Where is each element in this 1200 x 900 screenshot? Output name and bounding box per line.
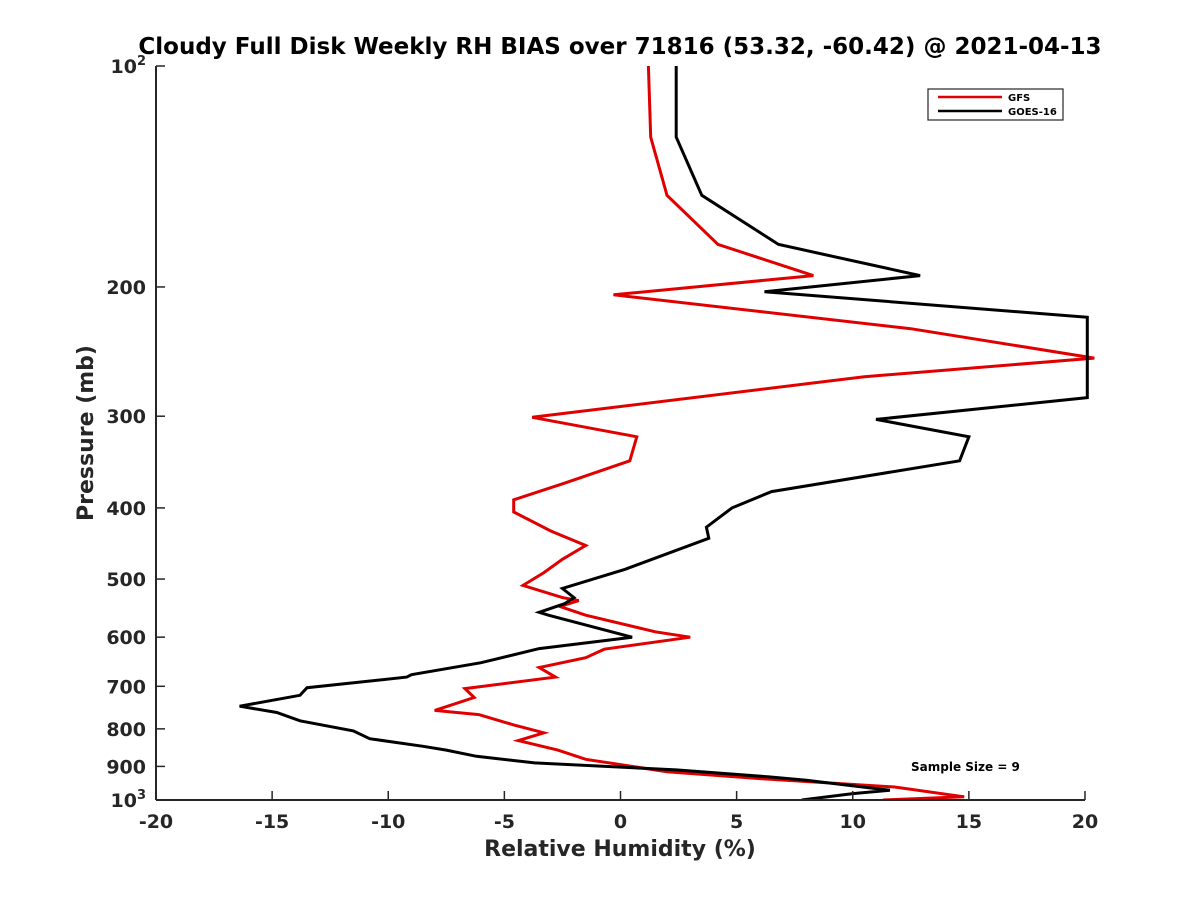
y-tick-label: 200 — [106, 277, 146, 299]
x-tick-label: 15 — [956, 811, 982, 833]
x-tick-label: 5 — [730, 811, 743, 833]
series-line-gfs — [434, 66, 1095, 800]
y-tick-label: 500 — [106, 569, 146, 591]
y-tick-label: 103 — [111, 788, 147, 812]
x-axis-label: Relative Humidity (%) — [484, 837, 756, 862]
y-tick-label: 800 — [106, 719, 146, 741]
series-layer — [239, 66, 1095, 800]
x-tick-label: -20 — [139, 811, 173, 833]
y-axis-label: Pressure (mb) — [74, 345, 99, 521]
y-tick-label: 300 — [106, 406, 146, 428]
y-tick-label: 600 — [106, 627, 146, 649]
y-tick-label: 102 — [111, 54, 147, 78]
x-tick-label: -10 — [371, 811, 405, 833]
series-line-goes-16 — [239, 66, 1089, 800]
y-tick-label: 900 — [106, 756, 146, 778]
y-ticks: 102 200 300 400 500 600 700 800 900 103 — [106, 54, 165, 812]
y-tick-label: 400 — [106, 498, 146, 520]
legend-label-goes: GOES-16 — [1008, 107, 1057, 118]
x-ticks: -20 -15 -10 -5 0 5 10 15 20 — [139, 791, 1098, 833]
legend-box — [927, 88, 1064, 121]
x-tick-label: -15 — [255, 811, 289, 833]
sample-size-note: Sample Size = 9 — [911, 760, 1020, 774]
x-tick-label: 10 — [840, 811, 866, 833]
x-tick-label: 0 — [614, 811, 627, 833]
x-tick-label: 20 — [1072, 811, 1098, 833]
y-tick-label: 700 — [106, 676, 146, 698]
legend: GFS GOES-16 — [927, 88, 1064, 121]
x-tick-label: -5 — [494, 811, 515, 833]
chart-title: Cloudy Full Disk Weekly RH BIAS over 718… — [138, 34, 1101, 60]
legend-label-gfs: GFS — [1008, 93, 1030, 104]
